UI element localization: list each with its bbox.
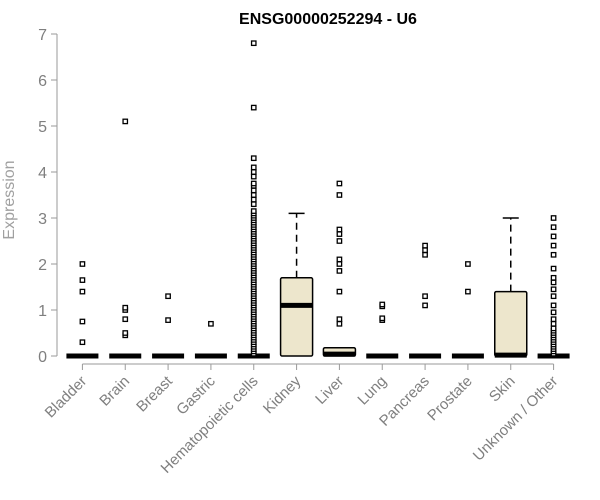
outlier-point — [465, 288, 471, 295]
box-liver — [322, 180, 357, 357]
outlier-point — [379, 301, 386, 308]
outlier-point — [250, 164, 257, 171]
outlier-point — [336, 320, 343, 327]
x-tick-label-breast: Breast — [133, 372, 176, 415]
outlier-point — [550, 279, 557, 286]
y-tick-label: 1 — [38, 303, 47, 320]
outlier-point — [550, 302, 557, 309]
outlier-point — [550, 274, 557, 281]
outlier-point — [550, 251, 557, 258]
box-breast — [152, 293, 185, 359]
outlier-point — [250, 104, 257, 111]
x-tick-label-kidney: Kidney — [260, 372, 305, 417]
outlier-point — [122, 304, 129, 311]
outlier-point — [250, 169, 257, 175]
outlier-point — [550, 215, 557, 221]
outlier-point — [336, 231, 343, 237]
box-pancreas — [409, 242, 442, 359]
box-gastric — [194, 320, 227, 359]
outlier-point — [336, 192, 343, 198]
box-brain — [109, 118, 142, 359]
outlier-point — [422, 242, 428, 249]
outlier-point — [79, 277, 86, 283]
outlier-point — [422, 247, 428, 254]
box-lung — [366, 301, 399, 359]
y-axis: 0 1 2 3 4 5 6 7 — [38, 27, 58, 366]
x-tick-label-lung: Lung — [354, 373, 390, 409]
box-skin — [494, 217, 528, 358]
plot-area — [66, 40, 570, 359]
y-tick-label: 2 — [38, 257, 47, 274]
outlier-point — [79, 339, 86, 346]
outlier-point — [250, 192, 257, 198]
outlier-point — [336, 268, 343, 274]
x-tick-label-liver: Liver — [312, 373, 347, 408]
outlier-point — [250, 201, 257, 208]
box-bladder — [66, 261, 99, 359]
outlier-point — [250, 180, 257, 187]
outlier-point — [250, 196, 257, 203]
y-tick-label: 6 — [38, 73, 47, 90]
outlier-point — [550, 309, 557, 316]
outlier-point — [379, 315, 386, 322]
outlier-point — [550, 325, 557, 332]
outlier-point — [336, 180, 343, 187]
outlier-point — [250, 40, 257, 47]
outlier-point — [465, 261, 471, 267]
outlier-point — [550, 316, 557, 323]
outlier-point — [250, 208, 257, 214]
y-tick-label: 4 — [38, 165, 47, 182]
outlier-point — [550, 320, 557, 327]
box-hematopoietic-cells — [237, 40, 270, 359]
outlier-point — [250, 155, 257, 162]
outlier-point — [422, 302, 428, 309]
outlier-point — [79, 261, 86, 267]
y-tick-label: 5 — [38, 119, 47, 136]
outlier-point — [165, 293, 171, 300]
x-tick-label-bladder: Bladder — [42, 373, 91, 422]
outlier-point — [550, 242, 557, 249]
y-axis-label: Expression — [1, 160, 18, 239]
box-prostate — [451, 261, 484, 359]
outlier-point — [550, 265, 557, 272]
y-tick-label: 3 — [38, 211, 47, 228]
outlier-point — [550, 286, 557, 293]
outlier-point — [336, 256, 343, 263]
box-unknown-other — [537, 215, 570, 359]
y-tick-label: 0 — [38, 349, 47, 366]
outlier-point — [122, 316, 129, 323]
outlier-point — [336, 226, 343, 233]
x-tick-label-prostate: Prostate — [424, 373, 476, 425]
x-tick-label-skin: Skin — [486, 373, 519, 406]
outlier-point — [336, 238, 343, 244]
outlier-point — [336, 288, 343, 295]
outlier-point — [122, 118, 129, 125]
chart-title: ENSG00000252294 - U6 — [239, 11, 417, 28]
outlier-point — [336, 316, 343, 323]
outlier-point — [422, 251, 428, 258]
outlier-point — [79, 288, 86, 295]
outlier-point — [79, 318, 86, 325]
box-body — [279, 277, 314, 357]
outlier-point — [550, 224, 557, 231]
outlier-point — [550, 233, 557, 240]
x-tick-label-brain: Brain — [96, 373, 133, 410]
outlier-point — [250, 187, 257, 194]
outlier-point — [550, 293, 557, 300]
outlier-point — [122, 330, 129, 336]
box-kidney — [279, 212, 314, 357]
box-body — [494, 290, 528, 357]
outlier-point — [336, 261, 343, 267]
y-tick-label: 7 — [38, 27, 47, 44]
outlier-point — [422, 293, 428, 300]
outlier-point — [250, 173, 257, 180]
outlier-point — [165, 317, 171, 323]
outlier-point — [208, 320, 214, 327]
